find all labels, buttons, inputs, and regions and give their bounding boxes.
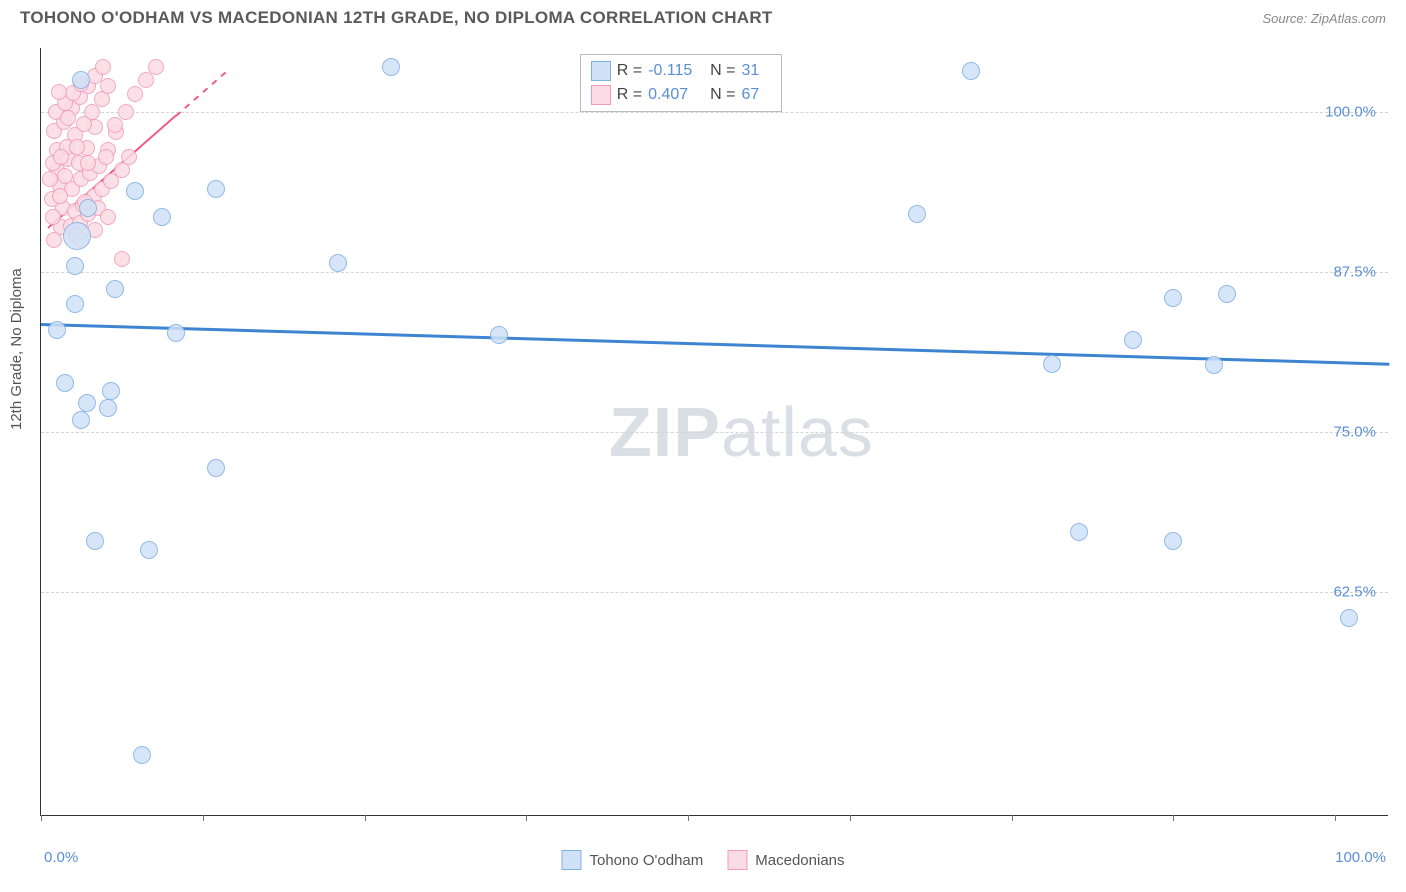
gridline (41, 272, 1388, 273)
legend-swatch (727, 850, 747, 870)
tohono-point (1218, 285, 1236, 303)
x-tick (1173, 815, 1174, 821)
tohono-point (102, 382, 120, 400)
tohono-point (63, 222, 91, 250)
x-tick (365, 815, 366, 821)
macedonians-point (148, 59, 164, 75)
macedonians-point (42, 171, 58, 187)
tohono-point (153, 208, 171, 226)
macedonians-point (45, 209, 61, 225)
tohono-point (126, 182, 144, 200)
legend-bottom: Tohono O'odham Macedonians (561, 850, 844, 870)
n-label: N = (710, 86, 735, 104)
chart-title: TOHONO O'ODHAM VS MACEDONIAN 12TH GRADE,… (20, 8, 773, 28)
stats-legend-row: R = -0.115 N = 31 (591, 59, 772, 83)
legend-label: Tohono O'odham (589, 852, 703, 869)
tohono-point (48, 321, 66, 339)
tohono-point (1164, 532, 1182, 550)
x-axis-max-label: 100.0% (1335, 849, 1386, 866)
legend-swatch (591, 61, 611, 81)
tohono-point (490, 326, 508, 344)
trend-line (41, 323, 1389, 365)
n-label: N = (710, 62, 735, 80)
stats-legend: R = -0.115 N = 31 R = 0.407 N = 67 (580, 54, 783, 112)
y-axis-label: 12th Grade, No Diploma (8, 268, 25, 430)
macedonians-point (52, 188, 68, 204)
tohono-point (140, 541, 158, 559)
legend-item: Macedonians (727, 850, 844, 870)
x-tick (1335, 815, 1336, 821)
x-tick (688, 815, 689, 821)
tohono-point (382, 58, 400, 76)
tohono-point (66, 257, 84, 275)
tohono-point (167, 324, 185, 342)
legend-label: Macedonians (755, 852, 844, 869)
tohono-point (78, 394, 96, 412)
tohono-point (1124, 331, 1142, 349)
x-tick (850, 815, 851, 821)
x-axis-min-label: 0.0% (44, 849, 78, 866)
macedonians-point (57, 168, 73, 184)
tohono-point (329, 254, 347, 272)
r-label: R = (617, 86, 642, 104)
tohono-point (1205, 356, 1223, 374)
tohono-point (1340, 609, 1358, 627)
macedonians-point (80, 155, 96, 171)
x-tick (203, 815, 204, 821)
chart-source: Source: ZipAtlas.com (1262, 11, 1386, 26)
macedonians-point (53, 149, 69, 165)
tohono-point (79, 199, 97, 217)
x-tick (526, 815, 527, 821)
x-tick (1012, 815, 1013, 821)
macedonians-point (118, 104, 134, 120)
y-tick-label: 62.5% (1333, 584, 1376, 601)
macedonians-point (100, 78, 116, 94)
r-value: 0.407 (648, 86, 704, 104)
tohono-point (133, 746, 151, 764)
tohono-point (207, 180, 225, 198)
tohono-point (1164, 289, 1182, 307)
trend-line (175, 67, 230, 116)
tohono-point (72, 411, 90, 429)
macedonians-point (46, 232, 62, 248)
legend-swatch (561, 850, 581, 870)
legend-item: Tohono O'odham (561, 850, 703, 870)
tohono-point (106, 280, 124, 298)
y-tick-label: 100.0% (1325, 104, 1376, 121)
r-label: R = (617, 62, 642, 80)
tohono-point (207, 459, 225, 477)
gridline (41, 592, 1388, 593)
stats-legend-row: R = 0.407 N = 67 (591, 83, 772, 107)
tohono-point (99, 399, 117, 417)
n-value: 67 (741, 86, 771, 104)
macedonians-point (127, 86, 143, 102)
tohono-point (86, 532, 104, 550)
tohono-point (1043, 355, 1061, 373)
r-value: -0.115 (648, 62, 704, 80)
macedonians-point (114, 251, 130, 267)
tohono-point (962, 62, 980, 80)
macedonians-point (60, 110, 76, 126)
macedonians-point (95, 59, 111, 75)
n-value: 31 (741, 62, 771, 80)
y-tick-label: 75.0% (1333, 424, 1376, 441)
tohono-point (56, 374, 74, 392)
x-tick (41, 815, 42, 821)
plot-area: ZIPatlas 62.5%75.0%87.5%100.0%R =-0.115N… (40, 48, 1388, 816)
tohono-point (908, 205, 926, 223)
macedonians-point (100, 209, 116, 225)
tohono-point (1070, 523, 1088, 541)
macedonians-point (107, 117, 123, 133)
macedonians-point (121, 149, 137, 165)
macedonians-point (69, 139, 85, 155)
macedonians-point (98, 149, 114, 165)
tohono-point (66, 295, 84, 313)
macedonians-point (51, 84, 67, 100)
gridline (41, 432, 1388, 433)
gridline (41, 112, 1388, 113)
y-tick-label: 87.5% (1333, 264, 1376, 281)
tohono-point (72, 71, 90, 89)
legend-swatch (591, 85, 611, 105)
